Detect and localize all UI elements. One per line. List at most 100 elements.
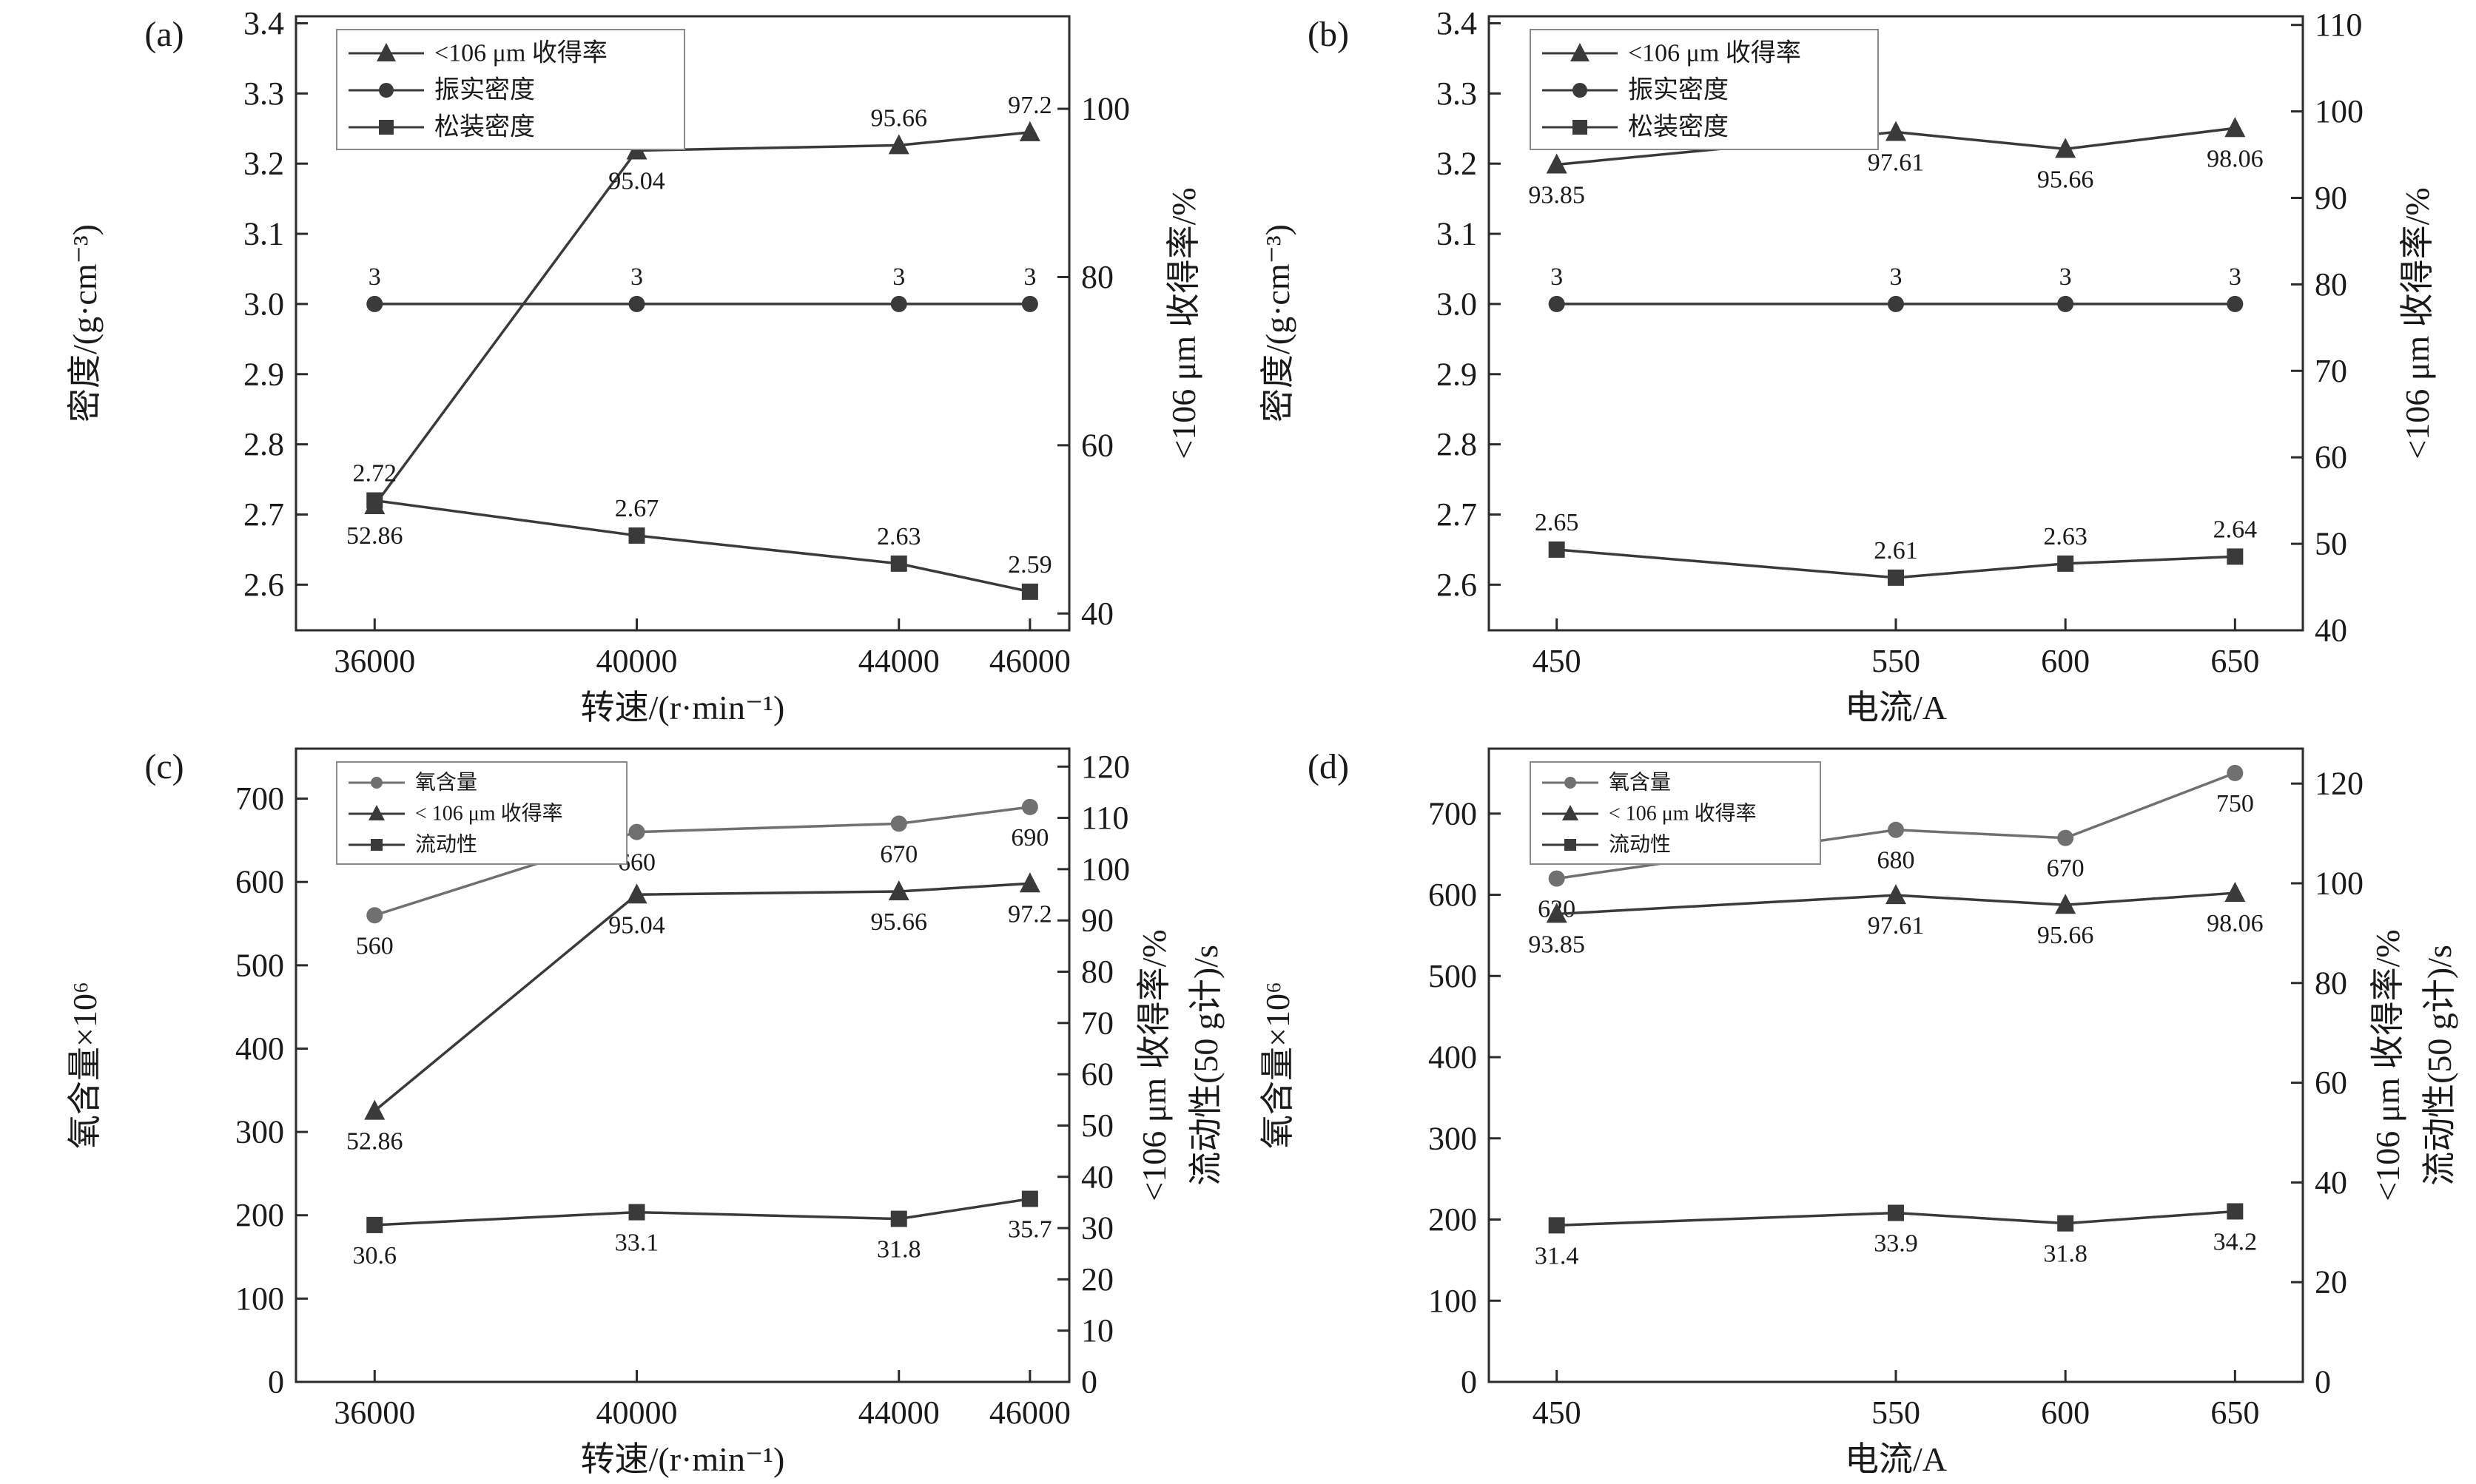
- legend-label: <106 μm 收得率: [434, 39, 608, 67]
- legend-marker-circle: [1564, 777, 1576, 789]
- legend-marker-triangle: [1570, 43, 1589, 61]
- y-left-tick-label: 3.2: [1436, 146, 1477, 182]
- y-left-tick-label: 600: [235, 864, 284, 900]
- y-left-tick-label: 3.0: [243, 286, 284, 322]
- y-left-tick-label: 3.1: [243, 216, 284, 252]
- legend-label: < 106 μm 收得率: [1609, 802, 1757, 826]
- legend-label: 振实密度: [434, 76, 535, 104]
- y-left-tick-label: 300: [1428, 1120, 1477, 1156]
- legend-marker-triangle: [369, 805, 385, 820]
- data-point: [1021, 295, 1038, 312]
- data-point-label: 98.06: [2207, 910, 2264, 937]
- data-point: [366, 907, 383, 924]
- y-left-tick-label: 400: [235, 1031, 284, 1067]
- y-left-tick-label: 2.8: [243, 426, 284, 462]
- x-tick-label: 650: [2210, 1394, 2259, 1431]
- data-point: [628, 295, 645, 312]
- y-right-axis-title: 流动性(50 g计)/s: [1187, 945, 1225, 1186]
- series-line: [373, 131, 1031, 507]
- y-left-tick-label: 200: [235, 1197, 284, 1233]
- x-axis-title: 转速/(r·min⁻¹): [581, 1440, 785, 1478]
- data-point: [2057, 1215, 2074, 1232]
- y-right-tick-label: 70: [2315, 353, 2347, 389]
- y-right-tick-label: 120: [2315, 766, 2364, 802]
- series-line: [374, 1197, 1031, 1227]
- y-right-tick-label: 0: [1081, 1364, 1097, 1400]
- x-tick-label: 44000: [858, 1394, 940, 1431]
- y-left-tick-label: 2.9: [1436, 356, 1477, 392]
- data-point-label: 35.7: [1008, 1216, 1052, 1244]
- x-axis-title: 电流/A: [1845, 1440, 1947, 1478]
- data-point-label: 2.65: [1535, 509, 1579, 536]
- data-point-label: 97.2: [1008, 900, 1052, 928]
- data-point-label: 2.67: [615, 495, 659, 522]
- panel-label: (a): [144, 15, 184, 54]
- legend-label: 氧含量: [415, 771, 477, 795]
- data-point-label: 2.59: [1008, 551, 1052, 579]
- legend-label: 氧含量: [1609, 771, 1671, 795]
- data-point-label: 30.6: [353, 1242, 397, 1269]
- y-right-tick-label: 60: [1081, 427, 1114, 463]
- series-line: [374, 499, 1031, 593]
- data-point-label: 95.04: [608, 167, 665, 195]
- data-point-label: 2.61: [1874, 537, 1918, 564]
- plot-frame: [295, 15, 1071, 632]
- data-point-label: 2.63: [2043, 523, 2088, 550]
- y-right-tick-label: 120: [1081, 749, 1130, 785]
- data-point-label: 680: [1877, 847, 1915, 874]
- x-tick-label: 600: [2041, 643, 2090, 679]
- y-right-tick-label: 80: [1081, 954, 1114, 990]
- y-right-axis-title: 流动性(50 g计)/s: [2421, 945, 2458, 1186]
- data-point: [1888, 1204, 1904, 1221]
- y-left-tick-label: 700: [235, 780, 284, 817]
- legend-marker-square: [1572, 120, 1587, 135]
- data-point: [1548, 1217, 1565, 1234]
- data-point: [2224, 117, 2246, 138]
- data-point-label: 52.86: [346, 522, 403, 550]
- y-right-tick-label: 80: [2315, 266, 2347, 303]
- y-left-axis-title: 氧含量×10⁶: [1259, 982, 1296, 1149]
- data-point: [1019, 121, 1040, 141]
- data-point-label: 670: [2047, 855, 2085, 883]
- data-point: [366, 492, 383, 509]
- data-point: [366, 295, 383, 312]
- y-left-tick-label: 0: [1461, 1364, 1477, 1400]
- series-line: [1556, 1210, 2236, 1227]
- y-right-tick-label: 10: [1081, 1312, 1114, 1349]
- y-right-tick-label: 40: [1081, 1158, 1114, 1195]
- y-right-tick-label: 20: [1081, 1261, 1114, 1298]
- data-point: [1021, 583, 1038, 600]
- data-point-label: 3: [630, 263, 643, 291]
- series-line: [1556, 548, 2236, 579]
- y-right-tick-label: 20: [2315, 1264, 2347, 1301]
- data-point-label: 34.2: [2213, 1228, 2258, 1255]
- data-point: [1885, 884, 1906, 905]
- series-line: [1556, 891, 2236, 916]
- data-point-label: 33.9: [1874, 1230, 1918, 1258]
- y-right-tick-label: 70: [1081, 1005, 1114, 1041]
- y-left-axis-title: 密度/(g·cm⁻³): [1259, 224, 1296, 422]
- data-point-label: 3: [892, 263, 905, 291]
- data-point-label: 3: [2059, 263, 2072, 291]
- data-point: [890, 815, 907, 832]
- data-point-label: 98.06: [2207, 145, 2264, 172]
- x-tick-label: 550: [1871, 643, 1920, 679]
- legend-label: 松装密度: [434, 113, 535, 141]
- y-left-tick-label: 200: [1428, 1201, 1477, 1238]
- y-left-tick-label: 2.7: [243, 496, 284, 533]
- y-left-tick-label: 3.3: [1436, 75, 1477, 112]
- data-point: [890, 555, 907, 572]
- data-point: [1548, 541, 1565, 558]
- x-axis-title: 转速/(r·min⁻¹): [581, 689, 785, 726]
- data-point-label: 95.66: [870, 104, 927, 132]
- data-point: [366, 1216, 383, 1233]
- data-point: [1548, 295, 1565, 312]
- y-right-tick-label: 100: [1081, 851, 1130, 887]
- data-point: [628, 527, 645, 544]
- y-left-tick-label: 3.4: [243, 5, 284, 41]
- y-left-tick-label: 2.9: [243, 356, 284, 392]
- y-right-tick-label: 80: [1081, 259, 1114, 295]
- legend-label: <106 μm 收得率: [1628, 39, 1801, 67]
